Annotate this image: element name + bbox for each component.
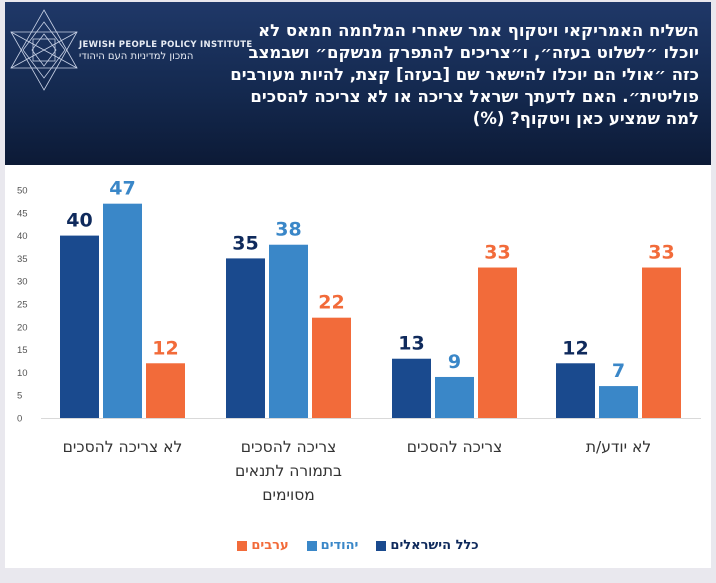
legend-label: ערבים (251, 538, 289, 553)
category-label: לא יודע/ת (586, 438, 651, 456)
data-label: 7 (612, 360, 625, 382)
bar-2-cat-1 (103, 203, 142, 418)
data-label: 38 (275, 219, 301, 241)
y-tick-label: 30 (17, 277, 28, 288)
org-name-en: JEWISH PEOPLE POLICY INSTITUTE (79, 40, 253, 50)
header-banner: JEWISH PEOPLE POLICY INSTITUTE המכון למד… (5, 2, 711, 165)
data-label: 47 (109, 178, 135, 200)
bar-3-cat-3 (478, 267, 517, 418)
y-tick-label: 35 (17, 254, 28, 265)
bar-2-cat-4 (599, 386, 638, 418)
org-name-he: המכון למדיניות העם היהודי (79, 51, 194, 62)
data-label: 33 (484, 242, 510, 264)
data-label: 12 (562, 337, 588, 359)
legend-swatch (237, 540, 248, 551)
bar-3-cat-2 (312, 317, 351, 418)
legend-item: כלל הישראלים (376, 538, 479, 553)
data-label: 12 (152, 337, 178, 359)
bar-2-cat-3 (435, 376, 474, 418)
category-label: צריכה להסכים (407, 438, 503, 456)
chart-card: JEWISH PEOPLE POLICY INSTITUTE המכון למד… (5, 2, 711, 568)
bar-1-cat-3 (392, 358, 431, 418)
y-tick-label: 5 (17, 391, 22, 402)
legend-label: יהודים (320, 538, 359, 553)
data-label: 35 (232, 232, 258, 254)
data-label: 22 (318, 292, 344, 314)
data-label: 33 (648, 242, 674, 264)
legend-item: ערבים (237, 538, 289, 553)
bar-3-cat-1 (146, 363, 185, 418)
legend-label: כלל הישראלים (390, 538, 479, 553)
data-label: 40 (66, 210, 92, 232)
bar-2-cat-2 (269, 244, 308, 418)
bar-3-cat-4 (642, 267, 681, 418)
y-tick-label: 50 (17, 186, 28, 197)
bar-1-cat-2 (226, 258, 265, 418)
bar-chart: 0 5 10 15 20 25 30 35 40 45 50 40 47 12 לא צריכה להסכי… (17, 178, 701, 504)
chart-legend: כלל הישראלים יהודים ערבים (5, 538, 711, 553)
data-label: 13 (398, 333, 424, 355)
category-label: צריכה להסכים (241, 438, 337, 456)
bar-1-cat-4 (556, 363, 595, 418)
y-tick-label: 20 (17, 322, 28, 333)
star-of-david-logo-icon (10, 9, 78, 91)
y-tick-label: 10 (17, 368, 28, 379)
chart-title: השליח האמריקאי ויטקוף אמר שאחרי המלחמה ח… (230, 21, 699, 128)
category-label: לא צריכה להסכים (63, 438, 183, 456)
legend-swatch (306, 540, 317, 551)
y-tick-label: 15 (17, 345, 28, 356)
y-tick-label: 0 (17, 414, 22, 425)
category-label: מסוימים (262, 486, 315, 504)
org-logo-text: JEWISH PEOPLE POLICY INSTITUTE המכון למד… (79, 40, 252, 62)
category-label: בתמורה לתנאים (235, 462, 342, 480)
bar-1-cat-1 (60, 235, 99, 418)
y-tick-label: 45 (17, 208, 28, 219)
legend-item: יהודים (306, 538, 359, 553)
data-label: 9 (448, 351, 461, 373)
y-tick-label: 25 (17, 300, 28, 311)
y-tick-label: 40 (17, 231, 28, 242)
legend-swatch (376, 540, 387, 551)
